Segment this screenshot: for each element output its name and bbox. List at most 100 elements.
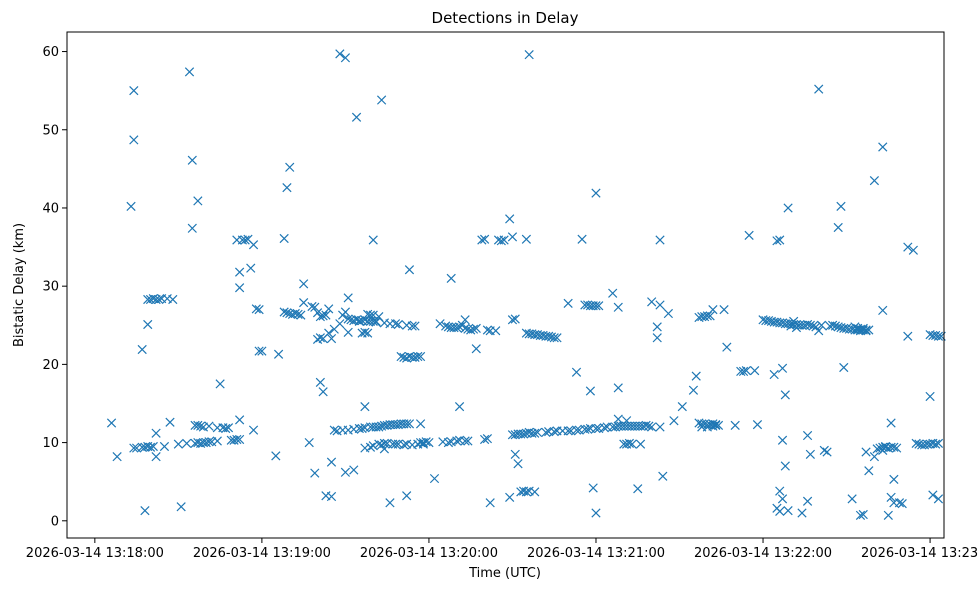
data-point [315,333,325,343]
data-point [769,369,779,380]
data-point [446,273,456,283]
y-tick-label: 40 [42,201,59,216]
data-point [129,86,139,96]
data-point [594,301,604,311]
data-point [655,300,665,310]
y-tick-label: 10 [42,436,59,451]
data-point [154,294,164,305]
data-point [869,452,880,462]
data-point [677,401,687,412]
data-point [402,491,412,501]
data-point [688,385,699,395]
data-point [883,510,893,520]
x-tick-label: 2026-03-14 13:22:00 [694,546,832,561]
data-point [312,308,323,318]
data-point [802,430,813,441]
data-point [708,419,718,429]
data-point [775,235,785,245]
data-point [479,234,490,244]
data-point [814,84,824,94]
data-point [460,315,470,325]
data-point [783,203,793,213]
data-point [491,326,501,336]
data-point [354,316,364,326]
data-point [549,333,559,343]
data-point [811,322,821,332]
data-point [780,461,790,471]
data-point [435,319,445,329]
data-point [925,391,935,402]
data-point [318,387,328,397]
data-point [897,498,907,509]
data-point [499,235,509,245]
data-point [588,483,598,493]
data-point [360,315,370,325]
data-point [869,175,880,186]
data-point [750,366,760,376]
data-point [326,333,337,344]
data-point [931,439,941,449]
data-point [240,235,250,245]
data-point [393,319,403,330]
data-point [738,366,749,377]
data-point [254,346,264,356]
data-point [479,434,490,445]
data-point [894,498,905,508]
data-point [780,390,790,400]
data-point [385,498,395,508]
x-axis-label: Time (UTC) [468,566,541,581]
data-point [257,346,267,356]
data-point [368,310,378,320]
x-axis-ticks: 2026-03-14 13:18:00 2026-03-14 13:19:00 20… [26,538,979,561]
data-point [507,315,518,325]
data-point [343,314,353,324]
data-point [234,415,245,425]
data-point [360,327,370,337]
data-point [889,474,899,484]
data-point [903,331,913,341]
data-point [290,308,300,319]
data-point [415,351,426,362]
data-point [204,437,214,447]
data-point [577,234,587,244]
data-point [544,331,554,341]
y-tick-label: 50 [42,123,59,138]
data-point [271,451,281,461]
data-point [335,49,345,59]
data-point [429,473,440,484]
data-point [343,293,353,303]
data-point [772,236,782,246]
data-point [647,422,657,432]
data-point [880,441,891,452]
data-point [204,421,214,431]
data-point [802,319,813,330]
data-point [752,419,763,430]
data-point [145,442,156,452]
data-point [182,438,192,448]
data-point [928,490,938,500]
data-point [783,506,793,516]
data-point [591,423,601,434]
data-point [816,320,827,330]
data-point [777,494,788,504]
data-point [797,508,807,518]
y-axis-label: Bistatic Delay (km) [12,223,27,347]
data-point [521,487,532,497]
data-point [151,428,161,438]
data-point [343,327,353,337]
data-point [830,321,841,331]
data-point [789,316,799,326]
data-point [368,235,378,245]
data-point [129,135,139,145]
data-point [374,422,384,432]
data-point [591,508,601,518]
data-point [112,452,122,462]
data-point [828,320,838,330]
data-point [518,429,529,439]
data-point [315,377,325,387]
data-point [903,242,913,252]
data-point [591,188,601,198]
data-point [137,344,147,355]
data-point [471,344,481,354]
data-point [371,316,381,326]
